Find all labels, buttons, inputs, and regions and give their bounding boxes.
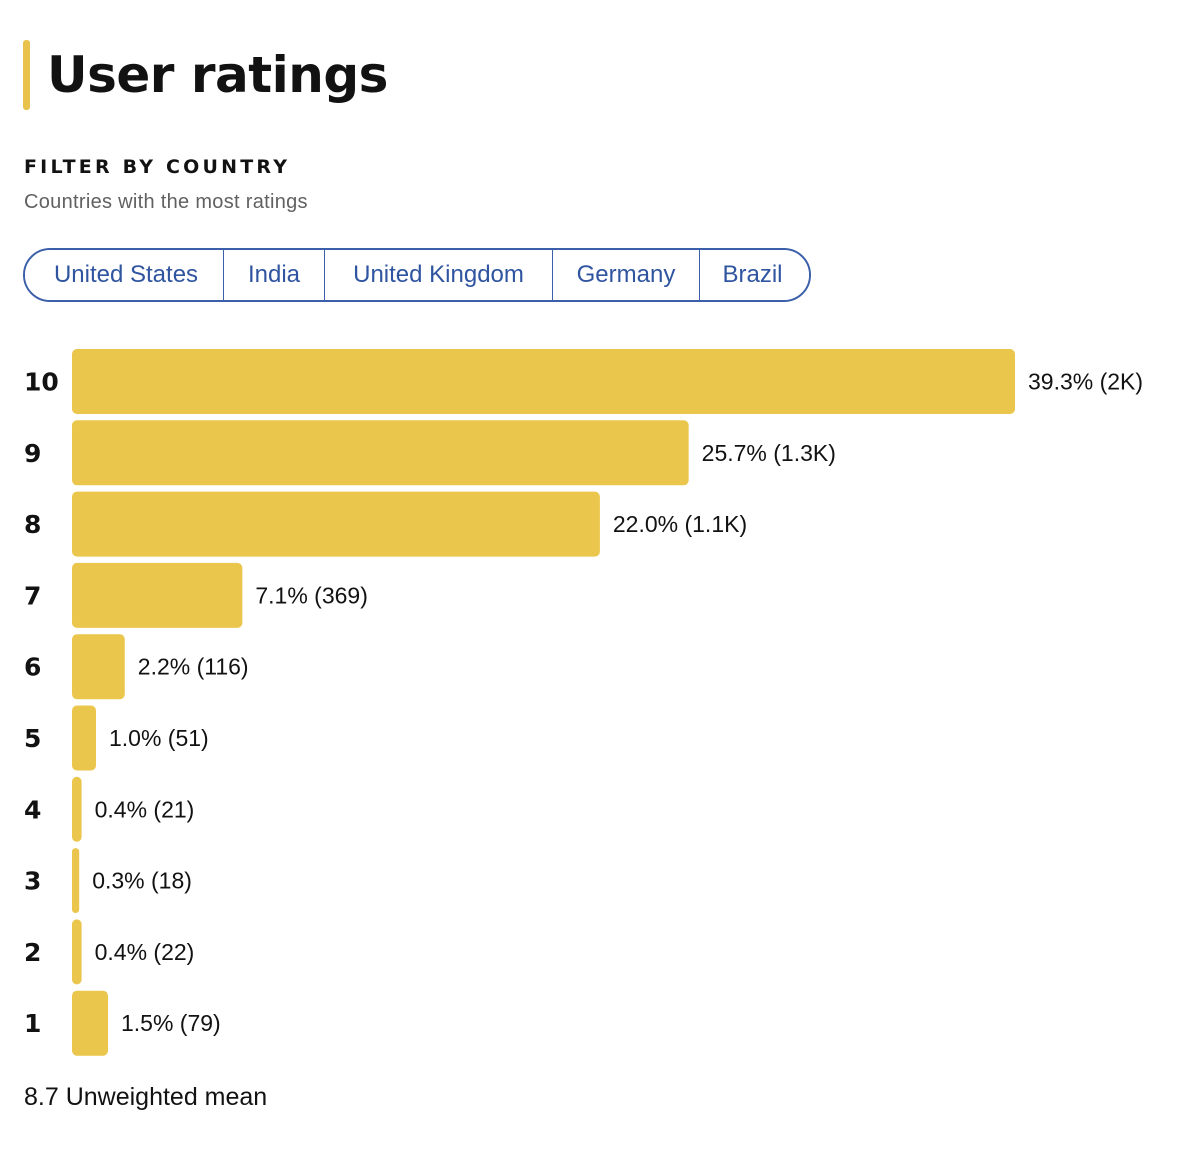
rating-value-4: 0.4% (21) xyxy=(95,796,195,822)
rating-value-8: 22.0% (1.1K) xyxy=(613,511,747,537)
rating-value-5: 1.0% (51) xyxy=(109,725,209,751)
country-tab-brazil[interactable]: Brazil xyxy=(700,250,809,300)
country-tab-united-kingdom[interactable]: United Kingdom xyxy=(325,250,553,300)
country-tab-united-states[interactable]: United States xyxy=(25,250,224,300)
rating-label-1: 1 xyxy=(24,1009,41,1038)
page-title: User ratings xyxy=(47,46,388,104)
rating-bar-9[interactable] xyxy=(72,420,689,486)
country-tab-india[interactable]: India xyxy=(224,250,325,300)
rating-bar-2[interactable] xyxy=(72,919,82,985)
rating-bar-7[interactable] xyxy=(72,562,243,628)
rating-value-9: 25.7% (1.3K) xyxy=(702,440,836,466)
rating-bar-1[interactable] xyxy=(72,990,108,1056)
rating-label-3: 3 xyxy=(24,867,41,896)
title-block: User ratings xyxy=(23,40,388,110)
filter-subtitle: Countries with the most ratings xyxy=(24,191,308,213)
rating-value-6: 2.2% (116) xyxy=(138,654,249,680)
rating-bar-5[interactable] xyxy=(72,705,96,771)
rating-bar-3[interactable] xyxy=(72,848,80,914)
rating-value-2: 0.4% (22) xyxy=(95,939,195,965)
title-accent-bar xyxy=(23,40,30,110)
filter-heading: FILTER BY COUNTRY xyxy=(24,156,291,178)
rating-label-7: 7 xyxy=(24,581,41,610)
rating-value-3: 0.3% (18) xyxy=(92,868,192,894)
rating-label-4: 4 xyxy=(24,795,41,824)
rating-label-2: 2 xyxy=(24,938,41,967)
rating-label-8: 8 xyxy=(24,510,41,539)
ratings-bar-chart: 10 39.3% (2K) 9 25.7% (1.3K) 8 22.0% (1.1K) 7 7… xyxy=(24,349,1143,1056)
country-tab-germany[interactable]: Germany xyxy=(553,250,700,300)
rating-label-9: 9 xyxy=(24,439,41,468)
rating-label-5: 5 xyxy=(24,724,41,753)
rating-bar-10[interactable] xyxy=(72,349,1015,414)
rating-bar-6[interactable] xyxy=(72,634,125,700)
rating-value-7: 7.1% (369) xyxy=(255,582,368,608)
rating-label-6: 6 xyxy=(24,653,41,682)
country-filter-group: United States India United Kingdom Germa… xyxy=(23,248,811,302)
rating-label-10: 10 xyxy=(24,368,59,397)
rating-value-10: 39.3% (2K) xyxy=(1028,369,1143,395)
rating-bar-4[interactable] xyxy=(72,776,82,842)
rating-bar-8[interactable] xyxy=(72,491,600,557)
rating-value-1: 1.5% (79) xyxy=(121,1010,221,1036)
unweighted-mean: 8.7 Unweighted mean xyxy=(24,1083,268,1111)
